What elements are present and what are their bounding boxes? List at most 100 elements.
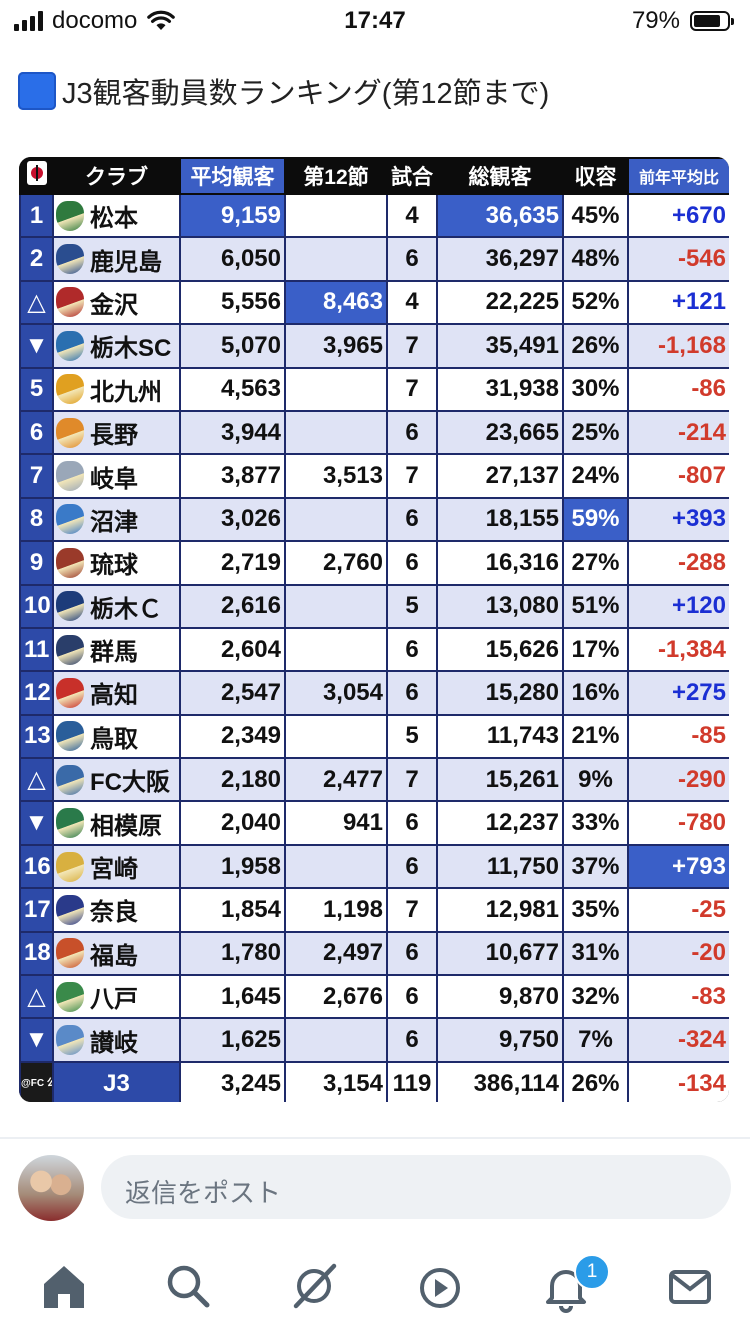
club-crest-icon (56, 808, 84, 839)
status-right: 79% (632, 7, 734, 35)
avg-cell: 1,854 (179, 887, 286, 933)
signal-icon (14, 11, 43, 31)
tab-bar (0, 1250, 750, 1334)
games-cell: 6 (386, 496, 438, 543)
search-icon[interactable] (160, 1258, 216, 1314)
club-name: 奈良 (90, 899, 138, 927)
matchday-cell: 2,760 (284, 540, 388, 586)
total-cell: 12,237 (436, 800, 564, 846)
club-name: 琉球 (90, 552, 138, 580)
total-cell: 15,280 (436, 670, 564, 716)
total-cell: 9,870 (436, 974, 564, 1020)
club-cell: 宮崎 (52, 843, 181, 890)
battery-icon (690, 11, 734, 31)
table-row: ▼ 相模原 2,040 941 6 12,237 33% -780 (19, 800, 729, 846)
ranking-image[interactable]: クラブ 平均観客 第12節 試合 総観客 収容 前年平均比 1 松本 9,159 4 3… (19, 157, 729, 1102)
total-cell: 27,137 (436, 453, 564, 499)
rank-cell: 7 (19, 453, 54, 499)
total-cell: 10,677 (436, 930, 564, 977)
club-cell: 福島 (52, 930, 181, 977)
club-name: 相模原 (90, 812, 162, 840)
prev-cell: -780 (627, 800, 729, 846)
table-row: 10 栃木Ｃ 2,616 5 13,080 51% +120 (19, 583, 729, 629)
club-name: 栃木Ｃ (90, 595, 162, 623)
club-cell: 群馬 (52, 626, 181, 673)
capacity-cell: 25% (562, 409, 629, 456)
rank-cell: 9 (19, 540, 54, 586)
reply-placeholder: 返信をポスト (125, 1178, 282, 1208)
capacity-cell: 9% (562, 757, 629, 803)
club-cell: 讃岐 (52, 1017, 181, 1063)
grok-icon[interactable] (286, 1258, 342, 1314)
club-name: FC大阪 (90, 769, 170, 797)
avg-cell: 1,625 (179, 1017, 286, 1063)
table-row: 17 奈良 1,854 1,198 7 12,981 35% -25 (19, 887, 729, 933)
matchday-cell: 2,477 (284, 757, 388, 803)
rank-cell: 12 (19, 670, 54, 716)
club-crest-icon (56, 764, 84, 795)
rank-cell: ▼ (19, 1017, 54, 1063)
club-name: 讃岐 (90, 1029, 138, 1057)
total-avg: 3,245 (179, 1060, 286, 1102)
header-games: 試合 (386, 157, 438, 195)
rank-cell: 8 (19, 496, 54, 543)
home-icon[interactable] (36, 1258, 92, 1314)
matchday-cell (284, 713, 388, 760)
club-crest-icon (56, 330, 84, 361)
matchday-cell (284, 1017, 388, 1063)
matchday-cell: 941 (284, 800, 388, 846)
total-cell: 11,743 (436, 713, 564, 760)
divider (0, 1137, 750, 1139)
club-name: 群馬 (90, 639, 138, 667)
avg-cell: 3,026 (179, 496, 286, 543)
prev-cell: -546 (627, 236, 729, 282)
avg-cell: 1,780 (179, 930, 286, 977)
table-row: 8 沼津 3,026 6 18,155 59% +393 (19, 496, 729, 543)
matchday-cell: 8,463 (284, 279, 388, 326)
video-icon[interactable] (412, 1258, 468, 1314)
club-crest-icon (56, 981, 84, 1012)
matchday-cell (284, 626, 388, 673)
club-crest-icon (56, 504, 84, 535)
wifi-icon (147, 10, 176, 30)
rank-cell: 10 (19, 583, 54, 629)
avg-cell: 2,040 (179, 800, 286, 846)
prev-cell: +120 (627, 583, 729, 629)
table-row: △ 八戸 1,645 2,676 6 9,870 32% -83 (19, 974, 729, 1020)
club-cell: 岐阜 (52, 453, 181, 499)
header-total: 総観客 (436, 157, 564, 195)
prev-cell: +275 (627, 670, 729, 716)
club-name: 宮崎 (90, 856, 138, 884)
table-row: ▼ 讃岐 1,625 6 9,750 7% -324 (19, 1017, 729, 1063)
club-name: 鹿児島 (90, 248, 162, 276)
avg-cell: 9,159 (179, 192, 286, 239)
carrier-name: docomo (52, 7, 138, 34)
avg-cell: 1,958 (179, 843, 286, 890)
table-row: 11 群馬 2,604 6 15,626 17% -1,384 (19, 626, 729, 673)
notification-badge: 1 (574, 1254, 610, 1290)
avatar[interactable] (18, 1155, 84, 1221)
table-row: ▼ 栃木SC 5,070 3,965 7 35,491 26% -1,168 (19, 323, 729, 369)
messages-icon[interactable] (662, 1258, 718, 1314)
notifications-icon[interactable] (538, 1258, 594, 1314)
club-name: 岐阜 (90, 465, 138, 493)
games-cell: 6 (386, 540, 438, 586)
club-name: 金沢 (90, 291, 138, 319)
games-cell: 7 (386, 757, 438, 803)
table-row: 5 北九州 4,563 7 31,938 30% -86 (19, 366, 729, 412)
games-cell: 6 (386, 626, 438, 673)
total-cell: 36,297 (436, 236, 564, 282)
club-crest-icon (56, 591, 84, 622)
prev-cell: -214 (627, 409, 729, 456)
club-cell: 北九州 (52, 366, 181, 412)
matchday-cell (284, 409, 388, 456)
league-label: J3 (52, 1060, 181, 1102)
reply-input[interactable]: 返信をポスト (101, 1155, 731, 1219)
matchday-cell: 3,965 (284, 323, 388, 369)
prev-cell: -1,384 (627, 626, 729, 673)
avg-cell: 2,349 (179, 713, 286, 760)
games-cell: 7 (386, 453, 438, 499)
total-cell: 11,750 (436, 843, 564, 890)
capacity-cell: 21% (562, 713, 629, 760)
